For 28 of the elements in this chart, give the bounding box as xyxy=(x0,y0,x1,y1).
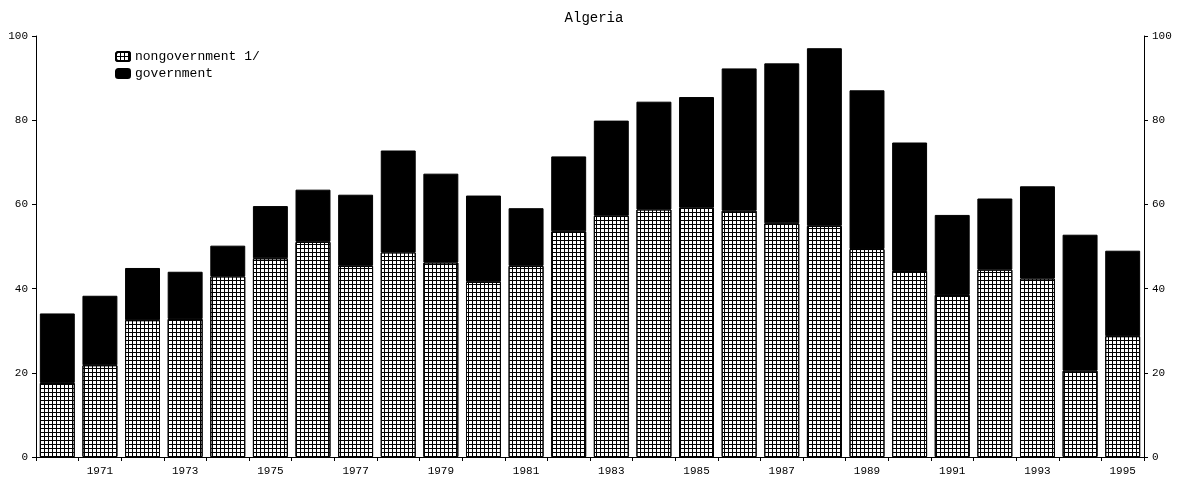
y2-tick-label: 0 xyxy=(1152,451,1159,463)
x-tick-label: 1995 xyxy=(1109,464,1136,477)
y2-tick-label: 80 xyxy=(1152,114,1166,127)
y2-tick-label: 100 xyxy=(1152,30,1172,42)
y2-tick-label: 20 xyxy=(1152,366,1166,379)
y-tick-label: 60 xyxy=(14,198,28,211)
y-tick-label: 40 xyxy=(14,282,28,295)
x-tick-label: 1971 xyxy=(86,464,114,477)
y2-tick-label: 60 xyxy=(1152,198,1166,211)
x-tick-label: 1983 xyxy=(598,464,625,477)
x-tick-label: 1991 xyxy=(939,464,966,477)
y-tick-label: 100 xyxy=(8,30,28,42)
y-tick-label: 80 xyxy=(14,114,28,127)
x-tick-label: 1987 xyxy=(768,464,795,477)
legend-label: government xyxy=(135,66,214,81)
x-tick-label: 1981 xyxy=(512,464,540,477)
chart-title: Algeria xyxy=(564,10,624,26)
x-tick-label: 1975 xyxy=(257,464,284,477)
x-tick-label: 1985 xyxy=(683,464,710,477)
y-tick-label: 0 xyxy=(21,451,28,463)
x-tick-label: 1989 xyxy=(853,464,881,477)
x-tick-label: 1993 xyxy=(1024,464,1051,477)
x-tick-label: 1979 xyxy=(427,464,455,477)
x-tick-label: 1977 xyxy=(342,464,369,477)
x-tick-label: 1973 xyxy=(171,464,199,477)
y-tick-label: 20 xyxy=(14,366,28,379)
y2-tick-label: 40 xyxy=(1152,282,1166,295)
legend-label: nongovernment 1/ xyxy=(135,49,261,64)
